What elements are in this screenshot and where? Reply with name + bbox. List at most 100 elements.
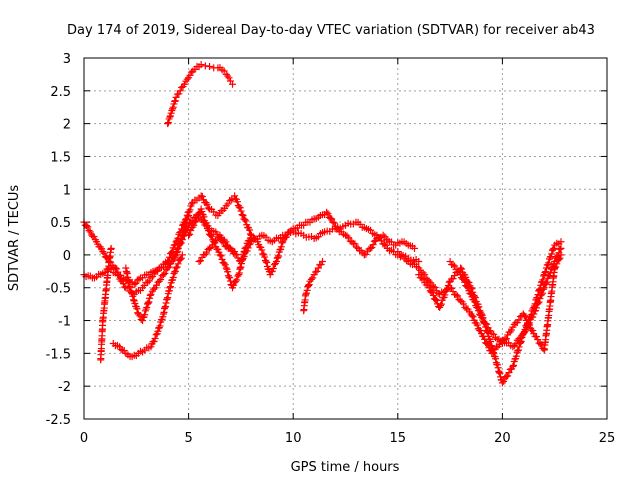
trace-marker bbox=[154, 327, 162, 335]
trace-marker bbox=[345, 234, 353, 242]
trace-marker bbox=[218, 255, 226, 263]
trace-marker bbox=[232, 278, 240, 286]
data-point bbox=[172, 93, 180, 101]
series-trace-i bbox=[300, 257, 326, 315]
data-point bbox=[519, 330, 527, 338]
data-point bbox=[216, 251, 224, 259]
trace-marker bbox=[429, 291, 437, 299]
x-tick-label: 15 bbox=[390, 431, 407, 446]
trace-marker bbox=[246, 226, 253, 234]
trace-marker bbox=[535, 286, 543, 294]
trace-marker bbox=[178, 232, 186, 240]
trace-marker bbox=[552, 263, 560, 271]
trace-marker bbox=[451, 272, 459, 280]
trace-marker bbox=[508, 326, 516, 334]
trace-marker bbox=[452, 291, 460, 299]
trace-marker bbox=[144, 299, 152, 307]
trace-marker bbox=[317, 260, 325, 268]
trace-marker bbox=[132, 279, 140, 287]
trace-marker bbox=[538, 289, 546, 297]
trace-marker bbox=[220, 259, 228, 267]
trace-marker bbox=[224, 268, 232, 276]
data-point bbox=[178, 251, 186, 259]
trace-marker bbox=[179, 228, 187, 236]
trace-marker bbox=[274, 254, 282, 262]
data-point bbox=[415, 271, 423, 279]
trace-marker bbox=[169, 103, 177, 111]
trace-marker bbox=[261, 253, 269, 261]
trace-marker bbox=[512, 352, 520, 360]
trace-marker bbox=[536, 285, 544, 293]
trace-marker bbox=[461, 304, 469, 312]
y-tick-label: -1.5 bbox=[46, 347, 71, 362]
trace-marker bbox=[515, 343, 523, 351]
trace-marker bbox=[475, 307, 483, 315]
trace-marker bbox=[175, 90, 183, 98]
trace-marker bbox=[380, 240, 388, 248]
y-tick-label: 2.5 bbox=[50, 85, 71, 100]
y-tick-label: -0.5 bbox=[46, 282, 71, 297]
trace-marker bbox=[278, 239, 286, 247]
trace-marker bbox=[228, 246, 236, 254]
data-point bbox=[425, 284, 433, 292]
trace-marker bbox=[174, 260, 182, 268]
trace-marker bbox=[157, 276, 165, 284]
trace-marker bbox=[510, 361, 518, 369]
trace-marker bbox=[128, 289, 136, 297]
data-point bbox=[185, 231, 193, 239]
trace-marker bbox=[514, 346, 522, 354]
trace-marker bbox=[269, 265, 277, 273]
trace-marker bbox=[419, 275, 427, 283]
trace-marker bbox=[434, 290, 442, 298]
trace-marker bbox=[173, 248, 181, 256]
trace-marker bbox=[151, 334, 159, 342]
data-point bbox=[425, 277, 433, 285]
trace-marker bbox=[207, 231, 215, 239]
data-point bbox=[279, 238, 287, 246]
trace-marker bbox=[236, 204, 244, 212]
trace-marker bbox=[464, 305, 472, 313]
trace-marker bbox=[437, 300, 445, 308]
trace-marker bbox=[544, 261, 552, 269]
trace-marker bbox=[241, 216, 249, 224]
trace-marker bbox=[90, 233, 98, 241]
trace-marker bbox=[150, 269, 158, 277]
trace-marker bbox=[529, 305, 537, 313]
trace-marker bbox=[117, 345, 125, 353]
trace-marker bbox=[449, 261, 457, 269]
trace-marker bbox=[460, 300, 468, 308]
trace-marker bbox=[428, 288, 436, 296]
trace-marker bbox=[119, 279, 127, 287]
data-point bbox=[411, 244, 419, 252]
trace-marker bbox=[487, 338, 495, 346]
trace-marker bbox=[145, 298, 153, 306]
data-point bbox=[222, 264, 230, 272]
data-point bbox=[126, 284, 134, 292]
trace-marker bbox=[431, 295, 439, 303]
trace-marker bbox=[556, 245, 564, 253]
trace-marker bbox=[418, 274, 426, 282]
trace-marker bbox=[362, 250, 370, 258]
trace-marker bbox=[186, 71, 194, 79]
trace-marker bbox=[443, 286, 451, 294]
trace-marker bbox=[494, 364, 502, 372]
trace-marker bbox=[471, 298, 479, 306]
trace-marker bbox=[182, 221, 190, 229]
data-point bbox=[168, 257, 176, 265]
data-point bbox=[318, 257, 326, 265]
trace-marker bbox=[540, 272, 548, 280]
trace-marker bbox=[330, 219, 338, 227]
trace-marker bbox=[145, 277, 153, 285]
trace-marker bbox=[183, 219, 191, 227]
trace-marker bbox=[464, 283, 472, 291]
trace-marker bbox=[150, 285, 158, 293]
y-tick-label: 1 bbox=[63, 183, 71, 198]
data-point bbox=[551, 264, 559, 272]
trace-marker bbox=[539, 276, 547, 284]
trace-marker bbox=[152, 331, 160, 339]
data-point bbox=[222, 202, 230, 210]
trace-marker bbox=[483, 320, 491, 328]
trace-marker bbox=[473, 321, 481, 329]
trace-marker bbox=[135, 275, 143, 283]
trace-marker bbox=[441, 291, 449, 299]
